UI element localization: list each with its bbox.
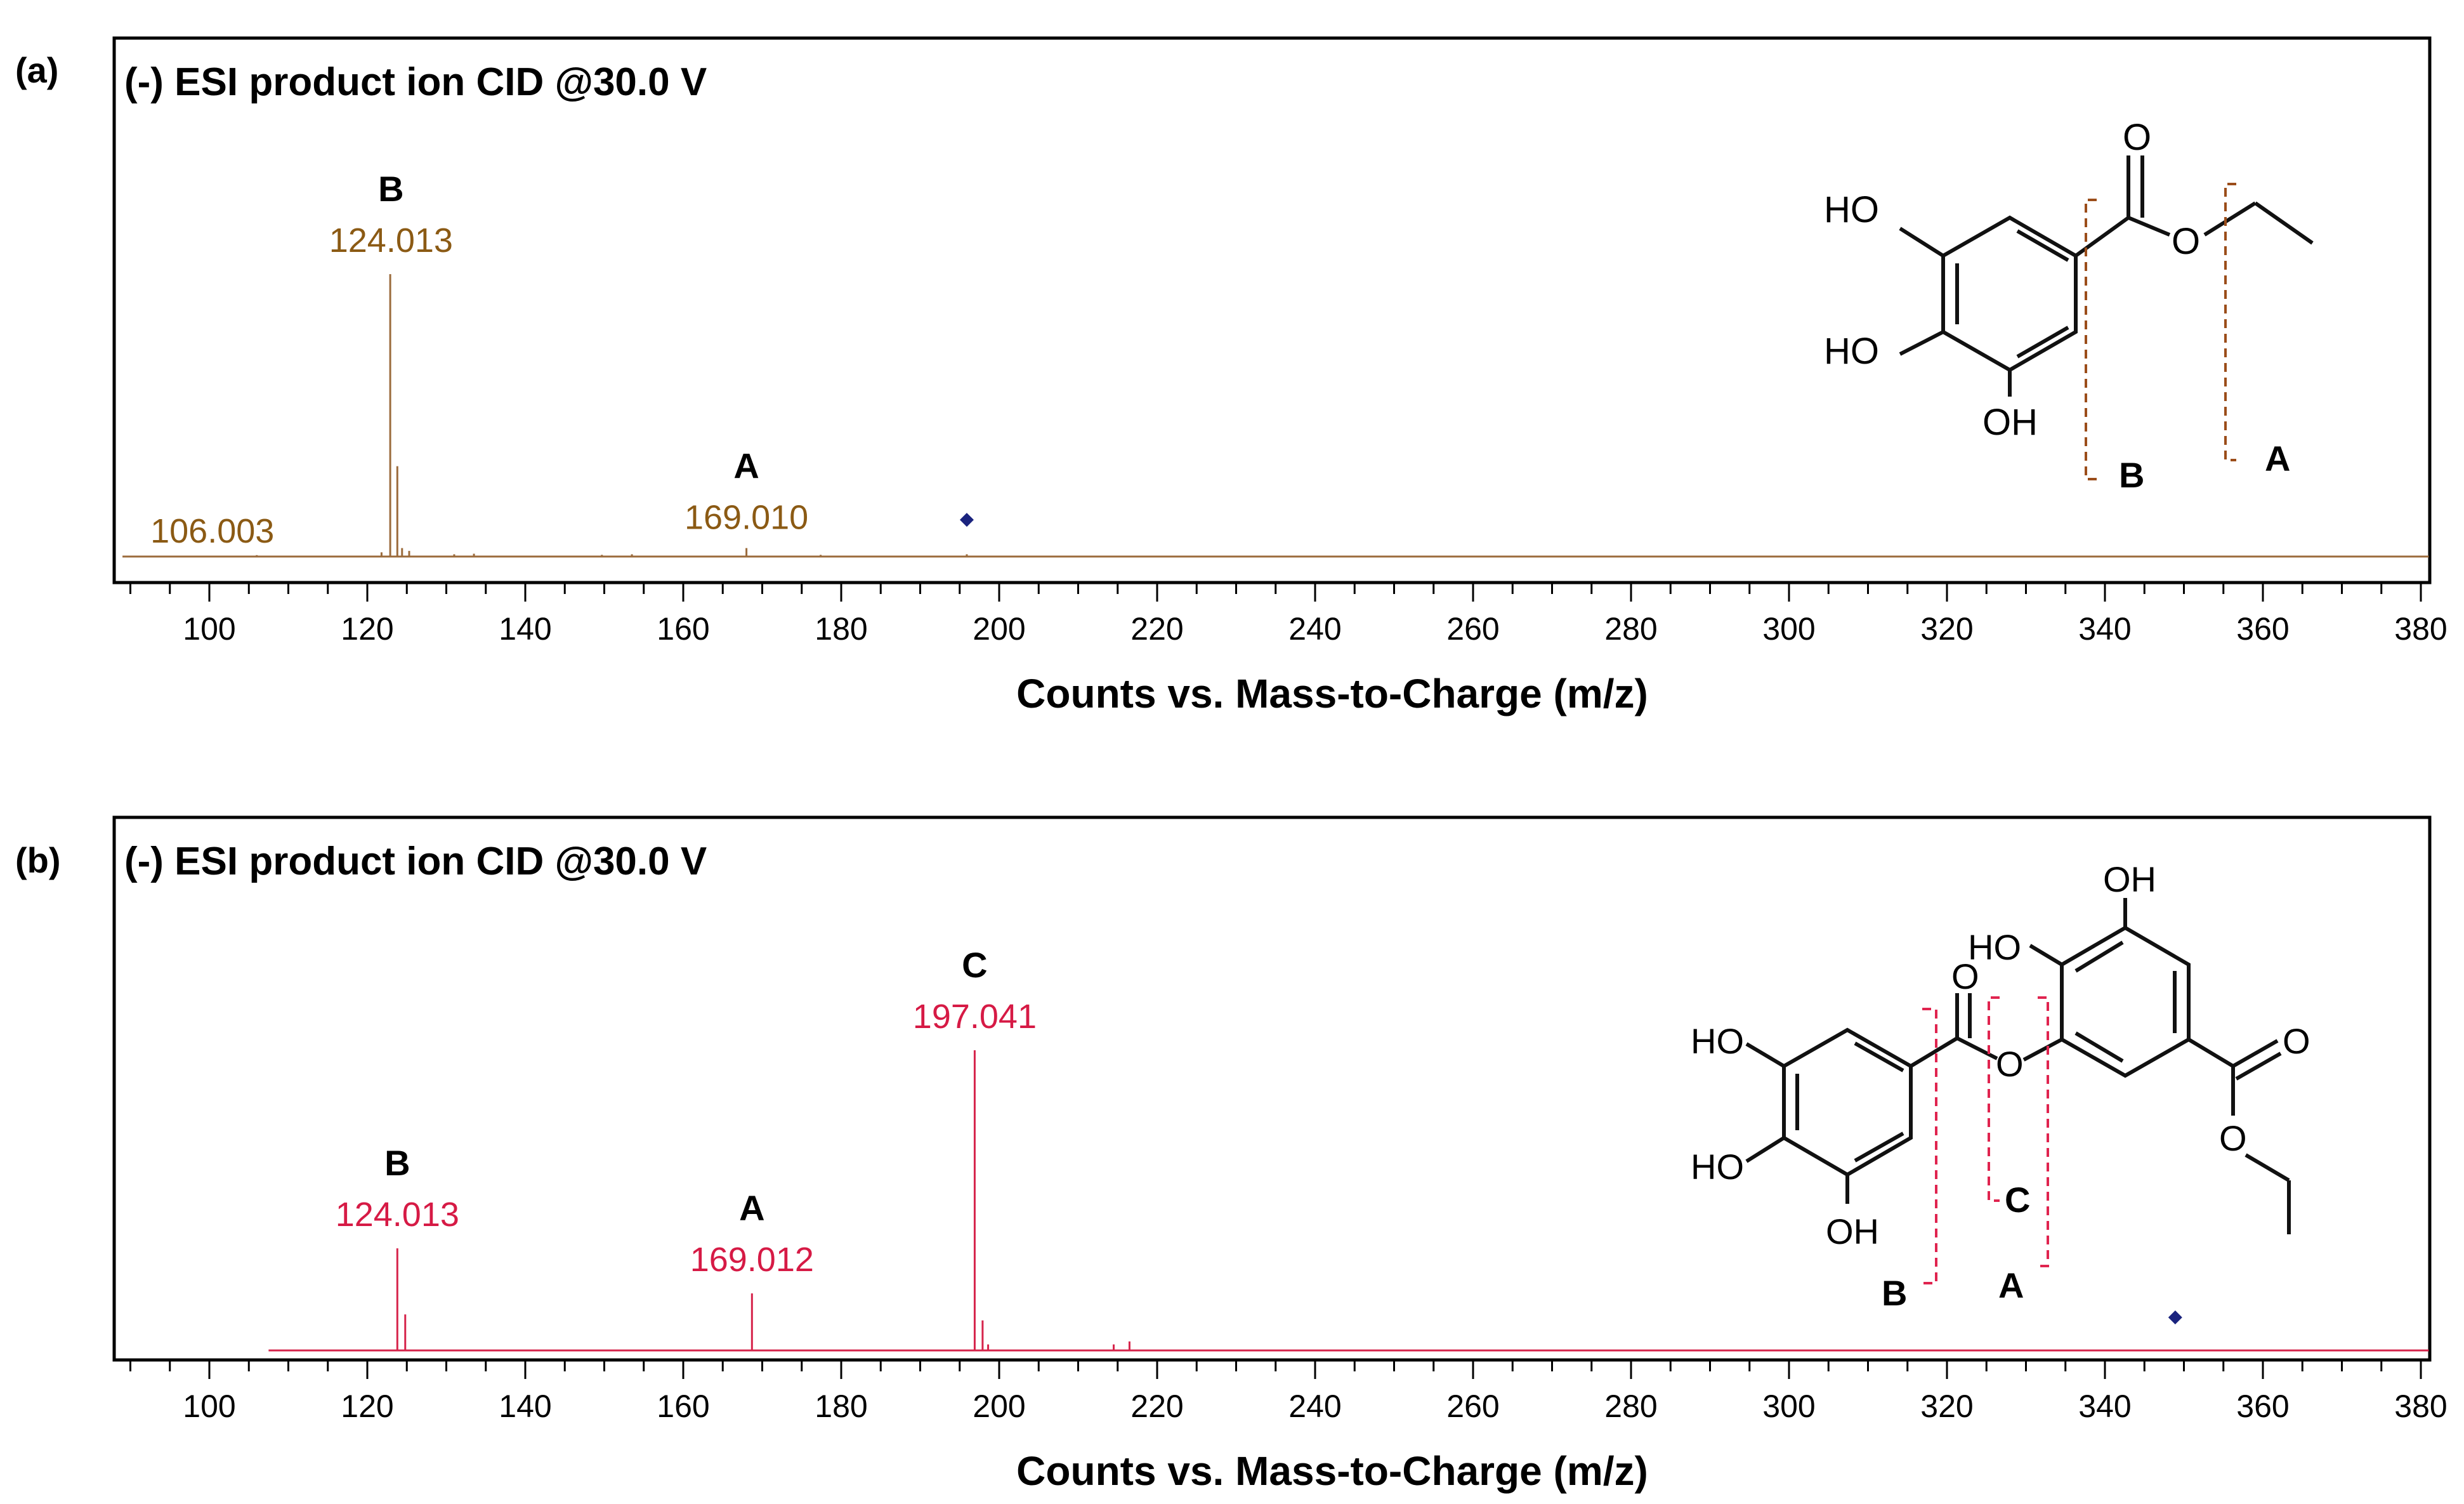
panel-a-peak-labels: 124.013 B 169.010 A 106.003 <box>150 169 808 550</box>
peak-fragment-label: A <box>739 1188 764 1228</box>
precursor-ion-marker <box>2168 1310 2182 1324</box>
panel-b-struct-ho-left-mid: HO <box>1691 1147 1744 1187</box>
x-tick-label: 120 <box>341 1389 393 1424</box>
x-tick-label: 180 <box>815 611 867 647</box>
x-tick-label: 140 <box>499 1389 551 1424</box>
panel-a-struct-carbonyl-o: O <box>2123 117 2151 158</box>
x-tick-label: 260 <box>1446 1389 1499 1424</box>
panel-b-peaks <box>268 1050 2429 1352</box>
x-tick-label: 180 <box>815 1389 867 1424</box>
panel-a-cleavage-label-a: A <box>2265 439 2290 478</box>
panel-a-struct-ester-o: O <box>2172 221 2200 262</box>
panel-b: (b) (-) ESI product ion CID @30.0 V 124.… <box>15 815 2448 1494</box>
x-tick-label: 340 <box>2078 611 2131 647</box>
x-tick-label: 280 <box>1604 1389 1657 1424</box>
precursor-ion-marker <box>959 513 974 527</box>
panel-b-structure-text: HO HO OH OH HO O O O O <box>1691 859 2310 1251</box>
panel-b-label: (b) <box>15 840 61 880</box>
panel-a-x-axis: 100 120 140 160 180 200 220 240 260 280 300 320 340 3… <box>129 583 2448 647</box>
x-tick-label: 240 <box>1288 1389 1341 1424</box>
panel-b-molecule-structure <box>1745 898 2291 1234</box>
panel-a-peaks <box>122 274 2429 558</box>
panel-a-struct-ho-top: HO <box>1824 189 1879 230</box>
peak-mz-label: 169.010 <box>685 499 808 537</box>
panel-b-struct-oh-right-top: OH <box>2103 859 2156 899</box>
panel-a: (a) (-) ESI product ion CID @30.0 V 124.… <box>15 36 2448 716</box>
x-tick-label: 340 <box>2078 1389 2131 1424</box>
x-tick-label: 220 <box>1130 1389 1183 1424</box>
peak-fragment-label: A <box>733 446 759 486</box>
x-tick-label: 380 <box>2394 1389 2447 1424</box>
panel-b-struct-oh-left-bottom: OH <box>1826 1211 1879 1251</box>
panel-b-struct-carbonyl-o-2: O <box>2283 1021 2310 1061</box>
panel-b-plot-frame <box>112 815 2432 1362</box>
x-tick-label: 240 <box>1288 611 1341 647</box>
x-tick-label: 200 <box>973 611 1025 647</box>
peak-mz-label: 106.003 <box>150 512 274 550</box>
panel-b-struct-ho-left-top: HO <box>1691 1021 1744 1061</box>
x-tick-label: 360 <box>2236 611 2289 647</box>
panel-a-x-axis-label: Counts vs. Mass-to-Charge (m/z) <box>1016 671 1648 716</box>
peak-mz-label: 124.013 <box>329 221 453 260</box>
x-tick-label: 220 <box>1130 611 1183 647</box>
x-tick-label: 320 <box>1920 611 1973 647</box>
panel-b-x-axis: 100 120 140 160 180 200 220 240 260 280 300 320 340 3… <box>129 1360 2448 1424</box>
x-tick-label: 200 <box>973 1389 1025 1424</box>
panel-b-struct-carbonyl-o-1: O <box>1951 956 1979 996</box>
x-tick-label: 280 <box>1604 611 1657 647</box>
x-tick-label: 100 <box>183 611 235 647</box>
panel-a-plot-frame <box>112 36 2432 584</box>
panel-b-cleavage-label-b: B <box>1882 1273 1907 1313</box>
peak-mz-label: 124.013 <box>336 1196 459 1234</box>
x-tick-label: 160 <box>657 611 709 647</box>
panel-a-title: (-) ESI product ion CID @30.0 V <box>124 60 707 104</box>
peak-mz-label: 197.041 <box>913 998 1037 1036</box>
panel-b-cleavage-brackets <box>1922 996 2049 1284</box>
panel-b-cleavage-label-a: A <box>1998 1265 2024 1305</box>
panel-a-molecule-structure <box>1899 155 2314 397</box>
panel-a-label: (a) <box>15 50 58 90</box>
panel-a-structure-text: HO HO OH O O <box>1824 117 2200 443</box>
peak-mz-label: 169.012 <box>690 1241 814 1279</box>
x-tick-label: 300 <box>1762 611 1815 647</box>
x-tick-label: 160 <box>657 1389 709 1424</box>
peak-fragment-label: B <box>378 169 403 209</box>
x-tick-label: 140 <box>499 611 551 647</box>
panel-a-cleavage-brackets <box>2085 183 2236 480</box>
panel-b-peak-labels: 124.013 B 169.012 A 197.041 C <box>336 945 1037 1279</box>
panel-b-cleavage-labels: B C A <box>1882 1180 2030 1313</box>
peak-fragment-label: C <box>962 945 987 985</box>
peak-fragment-label: B <box>384 1143 410 1183</box>
panel-a-struct-oh-bottom: OH <box>1982 402 2038 443</box>
panel-a-struct-ho-mid: HO <box>1824 331 1879 372</box>
panel-b-struct-ester-o-1: O <box>1996 1044 2024 1084</box>
panel-a-cleavage-label-b: B <box>2119 455 2144 495</box>
x-tick-label: 360 <box>2236 1389 2289 1424</box>
panel-b-cleavage-label-c: C <box>2005 1180 2030 1220</box>
x-tick-label: 320 <box>1920 1389 1973 1424</box>
panel-b-x-axis-label: Counts vs. Mass-to-Charge (m/z) <box>1016 1448 1648 1494</box>
x-tick-label: 100 <box>183 1389 235 1424</box>
x-tick-label: 120 <box>341 611 393 647</box>
panel-b-struct-ester-o-2: O <box>2219 1118 2247 1158</box>
x-tick-label: 380 <box>2394 611 2447 647</box>
panel-a-cleavage-labels: B A <box>2119 439 2290 495</box>
x-tick-label: 300 <box>1762 1389 1815 1424</box>
x-tick-label: 260 <box>1446 611 1499 647</box>
panel-b-struct-ho-right: HO <box>1968 927 2021 967</box>
panel-b-title: (-) ESI product ion CID @30.0 V <box>124 840 707 883</box>
